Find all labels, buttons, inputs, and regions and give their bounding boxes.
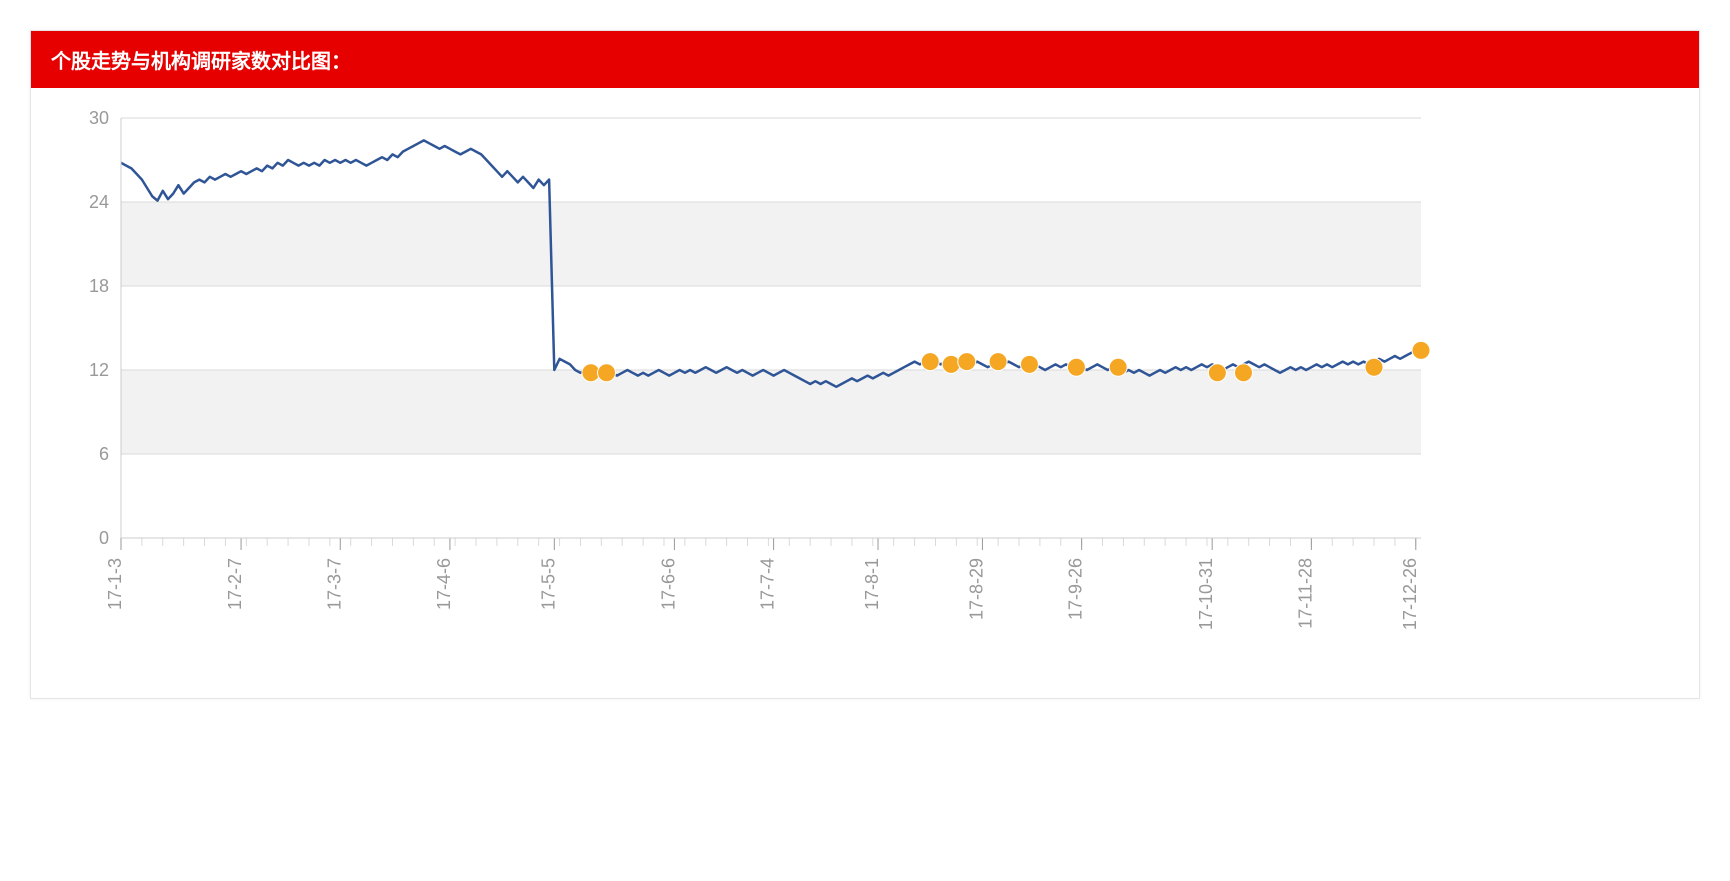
svg-text:17-5-5: 17-5-5 [538,558,558,610]
svg-text:17-12-26: 17-12-26 [1400,558,1420,630]
svg-text:17-6-6: 17-6-6 [658,558,678,610]
svg-text:17-9-26: 17-9-26 [1066,558,1086,620]
panel-header: 个股走势与机构调研家数对比图： [31,31,1699,88]
svg-text:24: 24 [89,192,109,212]
svg-text:6: 6 [99,444,109,464]
chart-panel: 个股走势与机构调研家数对比图： 0 6 12 18 24 30 17-1-3 17-2-7 17… [30,30,1700,699]
line-chart: 0 6 12 18 24 30 17-1-3 17-2-7 17-3-7 17-4-6 17-5-5… [51,108,1451,668]
svg-text:18: 18 [89,276,109,296]
svg-text:17-7-4: 17-7-4 [758,558,778,610]
chart-area: 0 6 12 18 24 30 17-1-3 17-2-7 17-3-7 17-4-6 17-5-5… [31,88,1699,698]
panel-title: 个股走势与机构调研家数对比图： [51,51,351,73]
svg-text:30: 30 [89,108,109,128]
svg-text:17-10-31: 17-10-31 [1196,558,1216,630]
svg-text:17-2-7: 17-2-7 [225,558,245,610]
svg-text:17-8-29: 17-8-29 [966,558,986,620]
svg-text:17-4-6: 17-4-6 [434,558,454,610]
svg-text:12: 12 [89,360,109,380]
svg-text:17-11-28: 17-11-28 [1295,558,1315,629]
svg-text:0: 0 [99,528,109,548]
svg-text:17-1-3: 17-1-3 [105,558,125,610]
svg-text:17-3-7: 17-3-7 [324,558,344,610]
svg-text:17-8-1: 17-8-1 [862,558,882,610]
